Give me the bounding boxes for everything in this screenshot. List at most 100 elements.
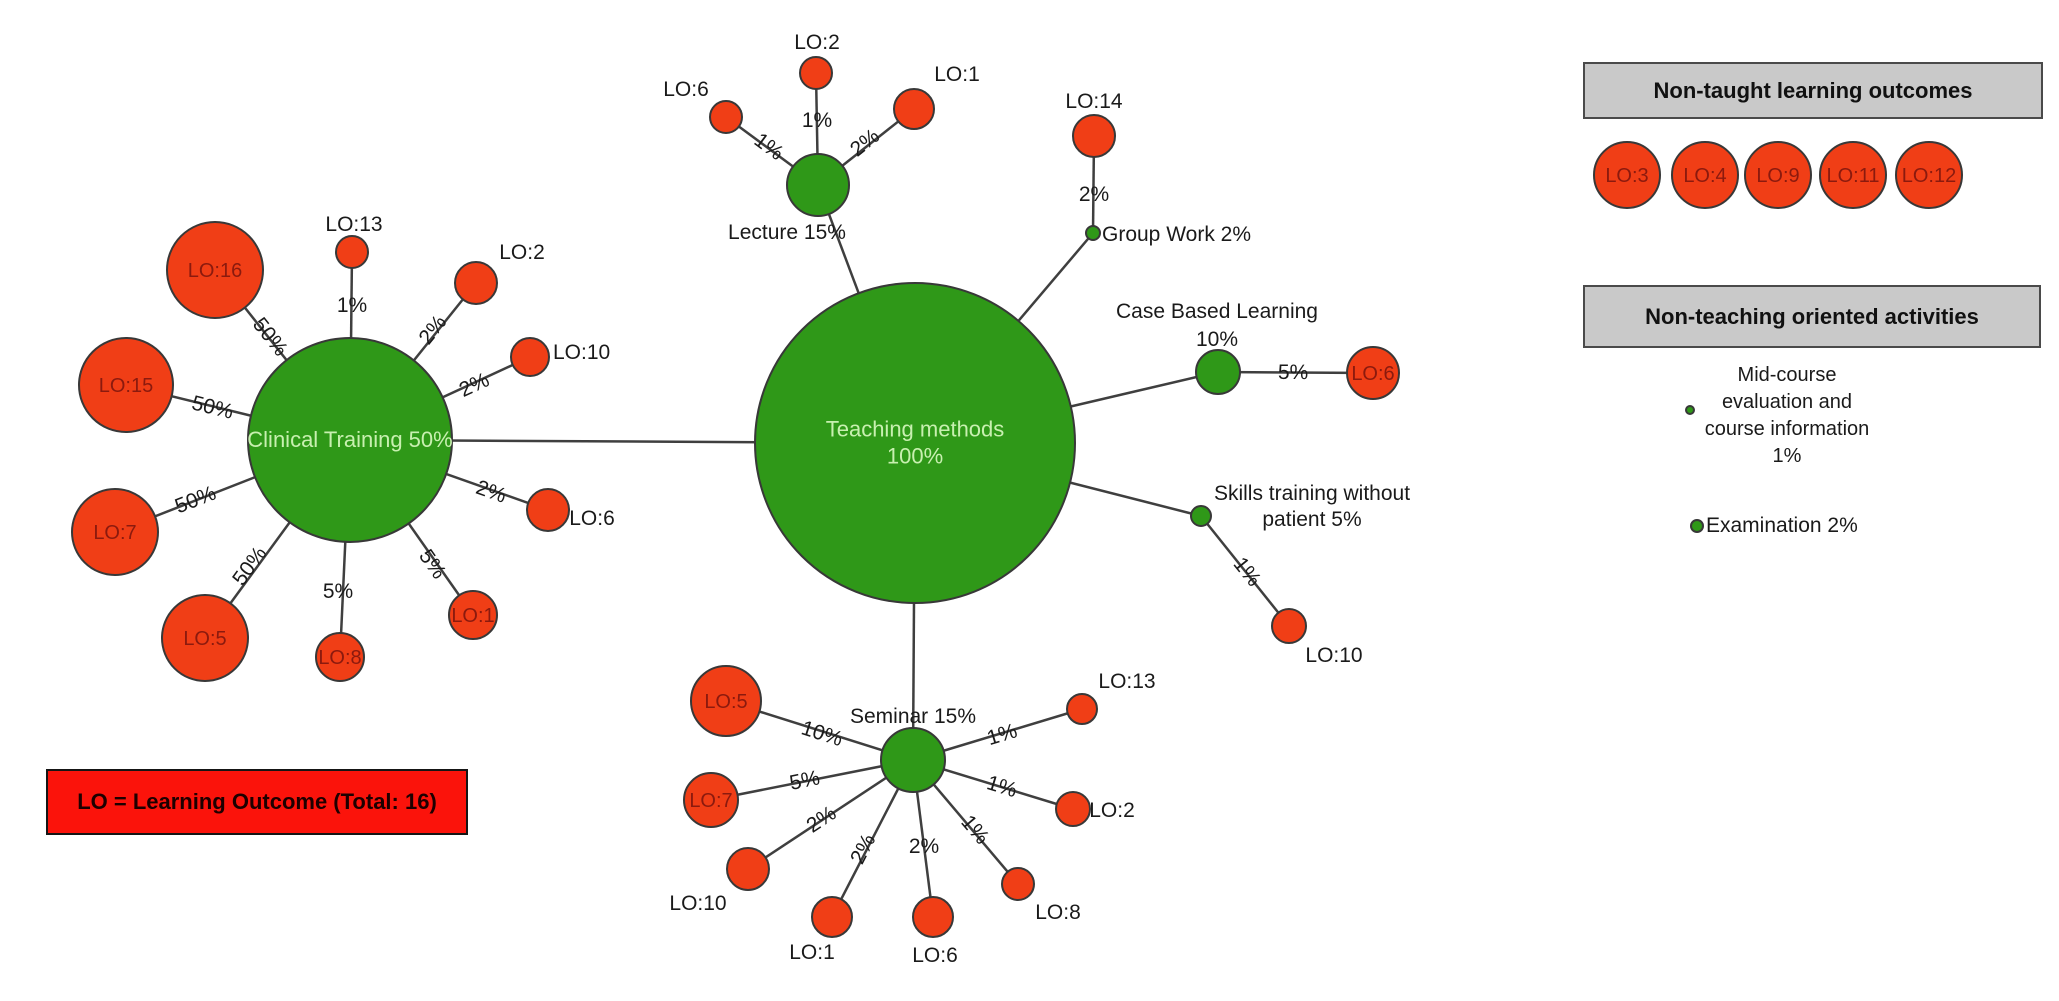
edge-seminar-lo6_s-pct-label: 2% [909,835,939,858]
node-lo1_s-circle [811,896,853,938]
node-lecture-circle [786,153,850,217]
node-lo4_leg-circle [1671,141,1739,209]
node-examination_dot-circle [1690,519,1704,533]
edge-groupwork-lo14-pct-label: 2% [1079,183,1109,206]
node-casebased-ext-label-0: Case Based Learning [1116,300,1318,323]
node-lo5_cl-circle [161,594,249,682]
edge-seminar-lo13_s-pct-label: 1% [984,719,1020,750]
node-lo2_lec-ext-label-0: LO:2 [794,31,840,54]
node-lo1_s-ext-label-0: LO:1 [789,941,835,964]
node-lo6_cl-circle [526,488,570,532]
node-midcourse_dot-circle [1685,405,1695,415]
edge-lecture-lo1_lec-pct-label: 2% [846,124,884,161]
midcourse-line-3: course information [1704,418,1870,440]
node-lo7_cl-label: LO:7 [93,522,136,544]
node-lo6_cl-ext-label-0: LO:6 [569,507,615,530]
node-lo2_lec-circle [799,56,833,90]
node-lo6_lec-circle [709,100,743,134]
lo-note-box: LO = Learning Outcome (Total: 16) [46,769,468,835]
node-lo12_leg-label: LO:12 [1902,165,1956,187]
node-teaching-label: Teaching methods [826,417,1005,442]
edge-skills-lo10_sk [1200,515,1290,627]
node-lo16-label: LO:16 [188,260,242,282]
node-lo6_s-ext-label-0: LO:6 [912,944,958,967]
node-lo13_cl-ext-label-0: LO:13 [325,213,382,236]
node-lecture-ext-label-0: Lecture 15% [728,221,846,244]
edge-seminar-lo7_s [710,758,914,802]
edge-casebased-lo6_cb-pct-label: 5% [1278,361,1309,384]
non-teaching-legend-box: Non-teaching oriented activities [1583,285,2041,348]
node-lo3_leg-circle [1593,141,1661,209]
edge-clinical-lo13_cl-pct-label: 1% [337,294,367,317]
node-skills-ext-label-0: Skills training without [1214,482,1410,505]
node-lo1_cl-label: LO:1 [451,605,494,627]
node-lo1_cl-circle [448,590,498,640]
midcourse-evaluation-item: Mid-course evaluation and course informa… [1687,362,1887,470]
edge-lecture-lo2_lec-pct-label: 1% [802,109,832,132]
node-lo10_s-ext-label-0: LO:10 [669,892,726,915]
node-lo8_cl-circle [315,632,365,682]
edge-clinical-lo10_cl-pct-label: 2% [456,368,493,402]
edge-clinical-lo15-pct-label: 50% [189,392,235,424]
node-lo6_lec-ext-label-0: LO:6 [663,78,709,101]
node-lo11_leg-circle [1819,141,1887,209]
edge-clinical-lo2_cl-pct-label: 2% [414,311,451,349]
node-lo6_cb-label: LO:6 [1351,363,1394,385]
node-lo10_sk-circle [1271,608,1307,644]
non-teaching-legend-title: Non-teaching oriented activities [1645,303,1979,329]
node-teaching-circle [754,282,1076,604]
edge-seminar-lo2_s-pct-label: 1% [984,771,1020,802]
node-lo5_s-circle [690,665,762,737]
node-lo7_s-label: LO:7 [689,790,732,812]
node-groupwork-ext-label-0: Group Work 2% [1102,223,1251,246]
node-lo14-ext-label-0: LO:14 [1065,90,1123,113]
edge-clinical-lo7_cl-pct-label: 50% [172,482,220,519]
node-lo12_leg-circle [1895,141,1963,209]
node-clinical-label: Clinical Training 50% [247,427,452,452]
node-lo7_s-circle [683,772,739,828]
node-lo11_leg-label: LO:11 [1827,165,1880,187]
node-lo4_leg-label: LO:4 [1683,165,1726,187]
node-lo10_cl-circle [510,337,550,377]
midcourse-line-1: Mid-course [1737,364,1837,386]
edge-clinical-lo1_cl-pct-label: 5% [414,545,450,583]
examination-item: Examination 2% [1706,514,1858,537]
midcourse-line-4: 1% [1772,445,1802,467]
node-lo9_leg-circle [1744,141,1812,209]
node-lo16-circle [166,221,264,319]
node-lo2_cl-circle [454,261,498,305]
node-lo3_leg-label: LO:3 [1605,165,1648,187]
edge-seminar-lo7_s-pct-label: 5% [788,766,822,794]
node-lo10_cl-ext-label-0: LO:10 [553,341,610,364]
node-casebased-ext-label-1: 10% [1196,328,1238,351]
lo-note-text: LO = Learning Outcome (Total: 16) [77,789,437,814]
node-lo6_cb-circle [1346,346,1400,400]
node-seminar-circle [880,727,946,793]
node-lo15-circle [78,337,174,433]
node-lo2_s-circle [1055,791,1091,827]
node-lo10_sk-ext-label-0: LO:10 [1305,644,1362,667]
node-lo13_s-ext-label-0: LO:13 [1098,670,1155,693]
non-taught-legend-title: Non-taught learning outcomes [1653,77,1973,103]
midcourse-line-2: evaluation and [1721,391,1853,413]
node-lo6_s-circle [912,896,954,938]
edge-clinical-lo5_cl-pct-label: 50% [228,542,271,590]
node-skills-circle [1190,505,1212,527]
node-casebased-circle [1195,349,1241,395]
edge-seminar-lo5_s-pct-label: 10% [798,717,845,752]
node-lo8_s-circle [1001,867,1035,901]
node-lo10_s-circle [726,847,770,891]
node-lo1_lec-circle [893,88,935,130]
node-skills-ext-label-1: patient 5% [1262,508,1361,531]
node-lo7_cl-circle [71,488,159,576]
node-teaching-label: 100% [887,444,943,469]
node-seminar-ext-label-0: Seminar 15% [850,705,976,728]
node-lo8_s-ext-label-0: LO:8 [1035,901,1081,924]
edge-clinical-lo6_cl-pct-label: 2% [473,476,509,508]
edge-seminar-lo10_s-pct-label: 2% [802,802,840,838]
node-lo5_cl-label: LO:5 [183,628,226,650]
node-lo2_s-ext-label-0: LO:2 [1089,799,1135,822]
node-lo8_cl-label: LO:8 [318,647,361,669]
